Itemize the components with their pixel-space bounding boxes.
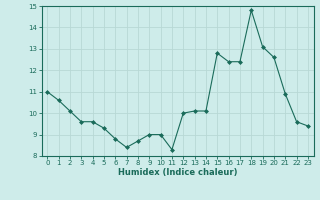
- X-axis label: Humidex (Indice chaleur): Humidex (Indice chaleur): [118, 168, 237, 177]
